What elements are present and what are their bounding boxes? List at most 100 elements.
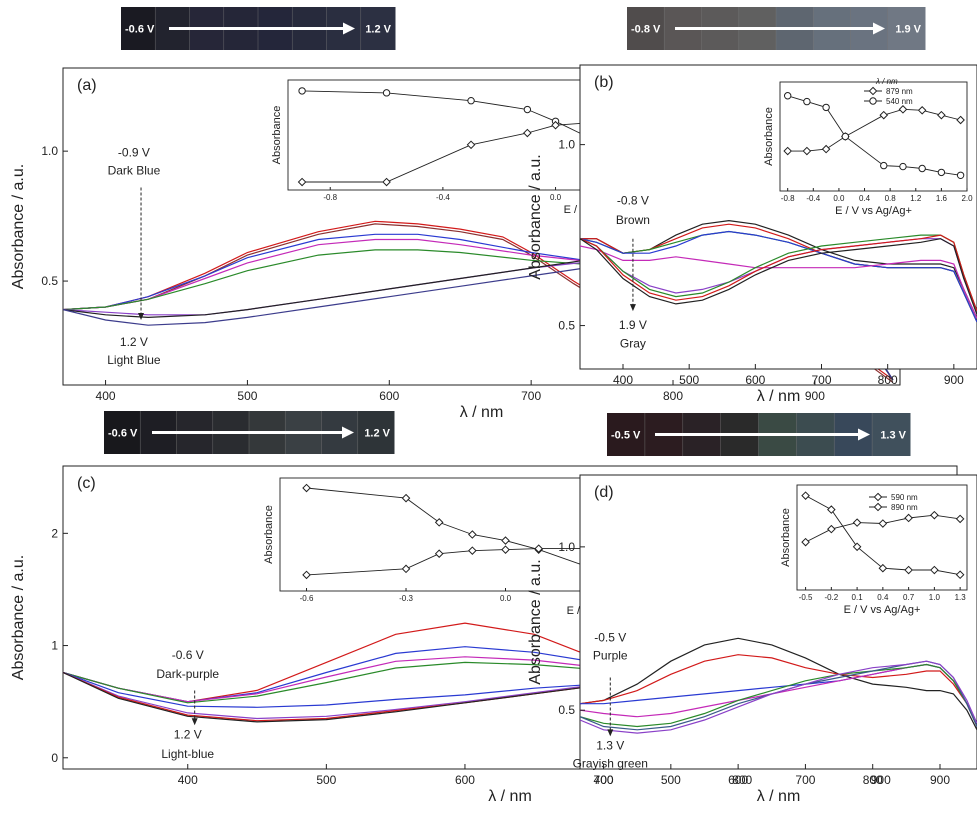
inset-point [956,115,965,125]
inset-point [930,565,939,575]
inset-x-axis-label: E / V vs Ag/Ag+ [844,604,921,616]
annotation-label: Dark Blue [108,164,161,178]
x-tick-label: 600 [379,389,399,403]
inset-point [382,177,391,187]
x-tick-label: 400 [178,773,198,787]
series-line-8 [580,234,977,312]
inset-x-tick-label: 2.0 [961,194,973,203]
inset-x-tick-label: -0.4 [436,193,450,202]
inset-x-tick-label: 0.1 [852,593,864,602]
strip-arrow-head [873,22,885,35]
inset-point [466,140,476,150]
series-group [580,219,977,323]
panel-label: (b) [594,74,614,91]
strip-end-label: 1.3 V [880,430,906,442]
x-tick-label: 500 [661,773,681,787]
inset-point [880,161,888,170]
inset-point [501,536,510,545]
color-strip: -0.5 V 1.3 V [607,413,911,456]
inset-point [955,570,965,580]
inset-point [841,132,850,141]
inset-frame [796,484,968,591]
inset-point [878,563,888,573]
inset-point [401,493,411,503]
x-axis-label: λ / nm [757,788,801,805]
x-tick-label: 800 [663,389,683,403]
inset-legend-title: λ / nm [875,77,898,86]
inset-point [898,105,908,114]
color-strip: -0.8 V 1.9 V [627,7,926,50]
annotation-label: Light Blue [107,353,161,367]
inset-point [930,510,939,520]
annotation-label: Purple [593,649,628,663]
inset-point [501,545,510,554]
inset-x-tick-label: 1.2 [910,194,922,203]
inset-point [297,177,307,187]
inset-point [468,546,477,555]
strip-swatch [627,7,665,50]
x-tick-label: 800 [878,373,898,387]
inset-point [822,103,830,112]
annotation-label: 1.3 V [596,738,624,752]
inset-point [827,505,836,514]
x-tick-label: 800 [732,773,752,787]
series-line-5 [580,663,977,728]
strip-swatch [360,7,396,50]
y-tick-label: 2 [51,526,58,540]
inset-x-tick-label: 0.0 [550,193,562,202]
inset-x-tick-label: 0.0 [500,594,512,603]
inset-legend-marker [868,86,878,96]
color-strip: -0.6 V 1.2 V [121,7,396,50]
inset-legend-marker [869,97,877,105]
strip-end-label: 1.2 V [365,24,391,36]
x-tick-label: 900 [930,773,950,787]
inset-point [803,97,811,106]
inset-legend-label: 879 nm [886,87,913,96]
inset-point [937,168,946,177]
x-tick-label: 700 [594,773,614,787]
inset-x-tick-label: -0.8 [781,194,795,203]
annotation-label: Dark-purple [156,667,219,681]
x-tick-label: 500 [237,389,257,403]
series-line-5 [580,245,977,319]
x-tick-label: 900 [944,373,964,387]
inset-point [852,518,862,527]
panel-label: (d) [594,484,614,501]
inset-point [302,483,311,493]
annotation-label: -0.6 V [172,648,204,662]
annotation-label: 1.2 V [174,728,202,742]
inset-point [917,106,927,115]
inset-point [852,542,862,552]
strip-swatch [121,7,156,50]
strip-arrow-head [343,22,355,35]
y-tick-label: 1 [51,639,58,653]
y-tick-label: 0.5 [558,703,575,717]
annotation-label: -0.9 V [118,145,150,159]
x-axis-label: λ / nm [757,388,801,405]
strip-start-label: -0.6 V [108,428,138,440]
inset-point [878,519,888,528]
inset-point [801,537,810,547]
series-line-4 [580,230,977,323]
inset-point [904,565,913,575]
inset-point [467,97,475,105]
inset-legend-label: 590 nm [891,493,918,502]
strip-end-label: 1.2 V [364,428,390,440]
x-tick-label: 700 [811,373,831,387]
y-axis-label: Absorbance / a.u. [527,559,544,684]
y-axis-label: Absorbance / a.u. [527,154,544,279]
series-group [580,637,977,734]
x-tick-label: 600 [455,773,475,787]
inset-point [899,162,907,171]
inset-x-tick-label: -0.5 [799,593,813,602]
inset-point [523,105,532,114]
inset-point [802,146,812,156]
y-tick-label: 1.0 [558,540,575,554]
y-axis-label: Absorbance / a.u. [10,164,27,289]
x-axis-label: λ / nm [460,404,504,421]
inset-legend-label: 540 nm [886,97,913,106]
y-tick-label: 0 [51,751,58,765]
inset-x-tick-label: 0.7 [903,593,915,602]
strip-swatch [872,413,911,456]
